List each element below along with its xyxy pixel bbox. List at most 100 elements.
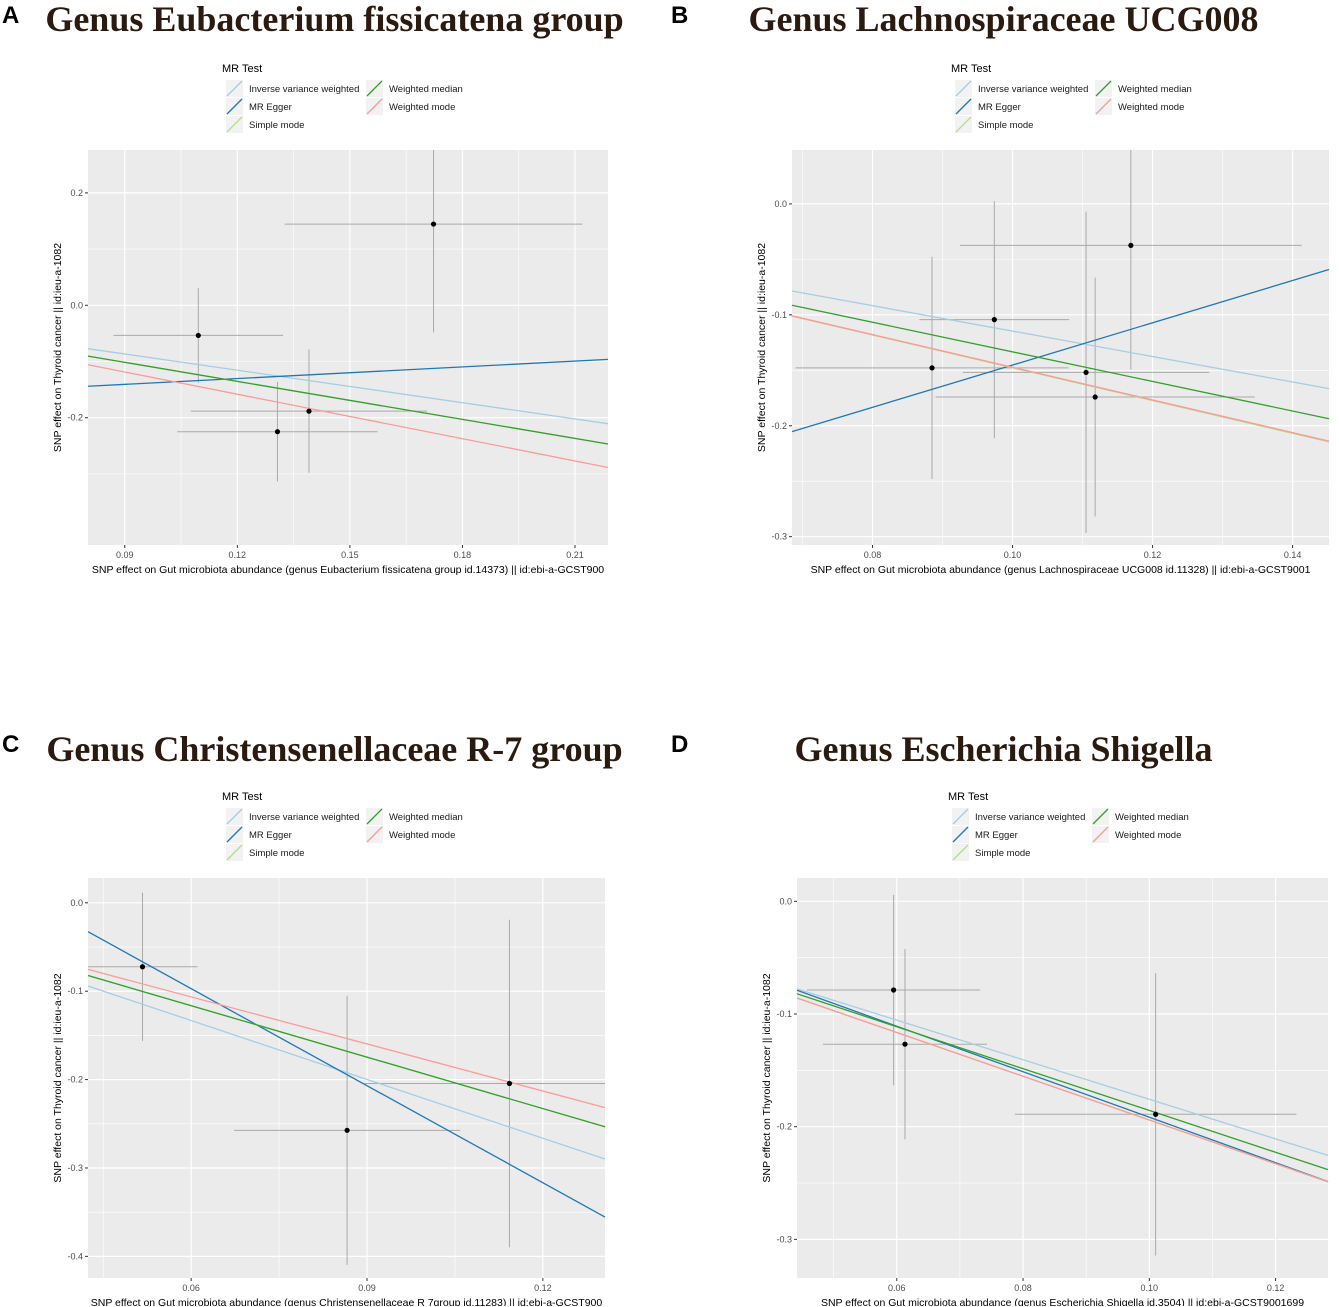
legend-label: Weighted median <box>1115 812 1189 823</box>
panel-letter: A <box>2 2 20 29</box>
regression-line-mr-egger <box>791 268 1330 433</box>
y-tick-label: -0.1 <box>67 986 83 996</box>
x-tick-label: 0.08 <box>864 550 882 560</box>
y-tick-label: 0.2 <box>70 188 83 198</box>
x-tick-label: 0.12 <box>1267 1283 1285 1293</box>
legend-key-line <box>955 116 972 133</box>
y-axis-title: SNP effect on Thyroid cancer || id:ieu-a… <box>52 973 64 1182</box>
legend-title: MR Test <box>948 791 988 803</box>
regression-line-weighted-median <box>87 355 609 445</box>
regression-line-inverse-variance-weighted <box>791 290 1330 390</box>
legend-label: Inverse variance weighted <box>975 812 1085 823</box>
x-tick-label: 0.15 <box>341 550 359 560</box>
y-tick-label: -0.3 <box>771 532 787 542</box>
plot-panel <box>88 878 605 1278</box>
data-point <box>1128 242 1134 248</box>
legend-key-line <box>1092 826 1109 843</box>
legend-label: Weighted mode <box>1118 102 1184 113</box>
legend-key-line <box>226 98 243 115</box>
legend-key-line <box>366 80 383 97</box>
data-point <box>430 221 437 227</box>
legend-key-line <box>955 80 972 97</box>
legend-title: MR Test <box>222 791 262 803</box>
legend-label: MR Egger <box>249 102 292 113</box>
legend-label: Weighted median <box>389 812 463 823</box>
legend-key-line <box>226 116 243 133</box>
legend-label: Simple mode <box>978 120 1033 131</box>
y-tick-label: -0.2 <box>776 1122 792 1132</box>
figure-panel-a: 0.09 0.12 0.15 0.18 0.21 -0.2 0.0 0.2 SNP effect… <box>0 0 669 653</box>
panel-title: Genus Christensenellaceae R-7 group <box>46 729 623 769</box>
x-tick-label: 0.12 <box>534 1283 552 1293</box>
chart-svg: 0.06 0.09 0.12 -0.4 -0.3 -0.2 -0.1 0.0 SNP effec… <box>52 791 606 1306</box>
legend: MR Test Inverse variance weighted MR Egger… <box>948 791 1189 861</box>
x-tick-label: 0.14 <box>1284 550 1302 560</box>
y-tick-label: -0.3 <box>776 1234 792 1244</box>
plot-panel <box>797 878 1328 1278</box>
legend-key-line <box>952 826 969 843</box>
regression-line-weighted-median <box>87 974 606 1128</box>
data-point <box>506 1080 513 1087</box>
legend-label: Simple mode <box>975 848 1030 859</box>
panel-title: Genus Escherichia Shigella <box>794 729 1213 769</box>
y-tick-label: 0.0 <box>774 199 787 209</box>
y-tick-label: 0.0 <box>779 896 792 906</box>
legend-key-line <box>1095 98 1112 115</box>
legend-label: Inverse variance weighted <box>249 812 359 823</box>
data-point <box>274 429 281 435</box>
regression-line-mr-egger <box>796 989 1329 1183</box>
y-tick-label: 0.0 <box>70 300 83 310</box>
legend-key-line <box>226 808 243 825</box>
legend-label: MR Egger <box>249 830 292 841</box>
panel-title: Genus Eubacterium fissicatena group <box>45 0 624 39</box>
plot-panel <box>792 150 1329 545</box>
legend-label: Inverse variance weighted <box>978 84 1088 95</box>
regression-line-inverse-variance-weighted <box>87 985 606 1160</box>
data-point <box>139 964 146 970</box>
chart-svg: 0.06 0.08 0.10 0.12 -0.3 -0.2 -0.1 0.0 SNP effec… <box>761 791 1329 1306</box>
x-tick-label: 0.09 <box>358 1283 376 1293</box>
legend-label: Simple mode <box>249 120 304 131</box>
regression-line-mr-egger <box>87 931 606 1218</box>
x-tick-label: 0.21 <box>566 550 584 560</box>
regression-line-weighted-mode <box>87 364 609 469</box>
x-tick-label: 0.06 <box>888 1283 906 1293</box>
regression-line-weighted-median <box>791 304 1330 420</box>
legend-key-line <box>1095 80 1112 97</box>
legend-key-line <box>366 826 383 843</box>
legend: MR Test Inverse variance weighted MR Egger… <box>222 791 463 861</box>
y-tick-label: 0.0 <box>70 898 83 908</box>
legend-key-line <box>952 844 969 861</box>
data-point <box>1092 394 1098 400</box>
x-tick-label: 0.12 <box>1144 550 1162 560</box>
data-point <box>195 332 201 339</box>
regression-line-weighted-median <box>796 993 1329 1171</box>
y-tick-label: -0.2 <box>67 413 83 423</box>
legend: MR Test Inverse variance weighted MR Egger… <box>951 63 1192 133</box>
figure-panel-d: 0.06 0.08 0.10 0.12 -0.3 -0.2 -0.1 0.0 SNP effec… <box>669 653 1338 1306</box>
legend-label: Weighted median <box>389 84 463 95</box>
legend-label: Weighted mode <box>389 830 455 841</box>
x-axis-title: SNP effect on Gut microbiota abundance (… <box>91 1297 603 1306</box>
x-tick-label: 0.09 <box>116 550 134 560</box>
x-axis-title: SNP effect on Gut microbiota abundance (… <box>92 564 604 576</box>
y-tick-label: -0.2 <box>771 421 787 431</box>
regression-line-inverse-variance-weighted <box>796 988 1329 1156</box>
x-tick-label: 0.12 <box>229 550 247 560</box>
legend-key-line <box>955 98 972 115</box>
legend-label: Weighted median <box>1118 84 1192 95</box>
y-axis-title: SNP effect on Thyroid cancer || id:ieu-a… <box>761 973 773 1182</box>
legend-label: Simple mode <box>249 848 304 859</box>
x-tick-label: 0.10 <box>1004 550 1022 560</box>
x-axis-title: SNP effect on Gut microbiota abundance (… <box>811 564 1311 576</box>
data-point <box>891 987 897 993</box>
y-tick-label: -0.1 <box>776 1009 792 1019</box>
legend-title: MR Test <box>951 63 991 75</box>
legend-key-line <box>226 844 243 861</box>
regression-line-inverse-variance-weighted <box>87 348 609 425</box>
y-tick-label: -0.4 <box>67 1251 83 1261</box>
data-point <box>1083 369 1089 376</box>
x-tick-label: 0.08 <box>1014 1283 1032 1293</box>
data-point <box>902 1041 908 1047</box>
x-tick-label: 0.18 <box>454 550 472 560</box>
